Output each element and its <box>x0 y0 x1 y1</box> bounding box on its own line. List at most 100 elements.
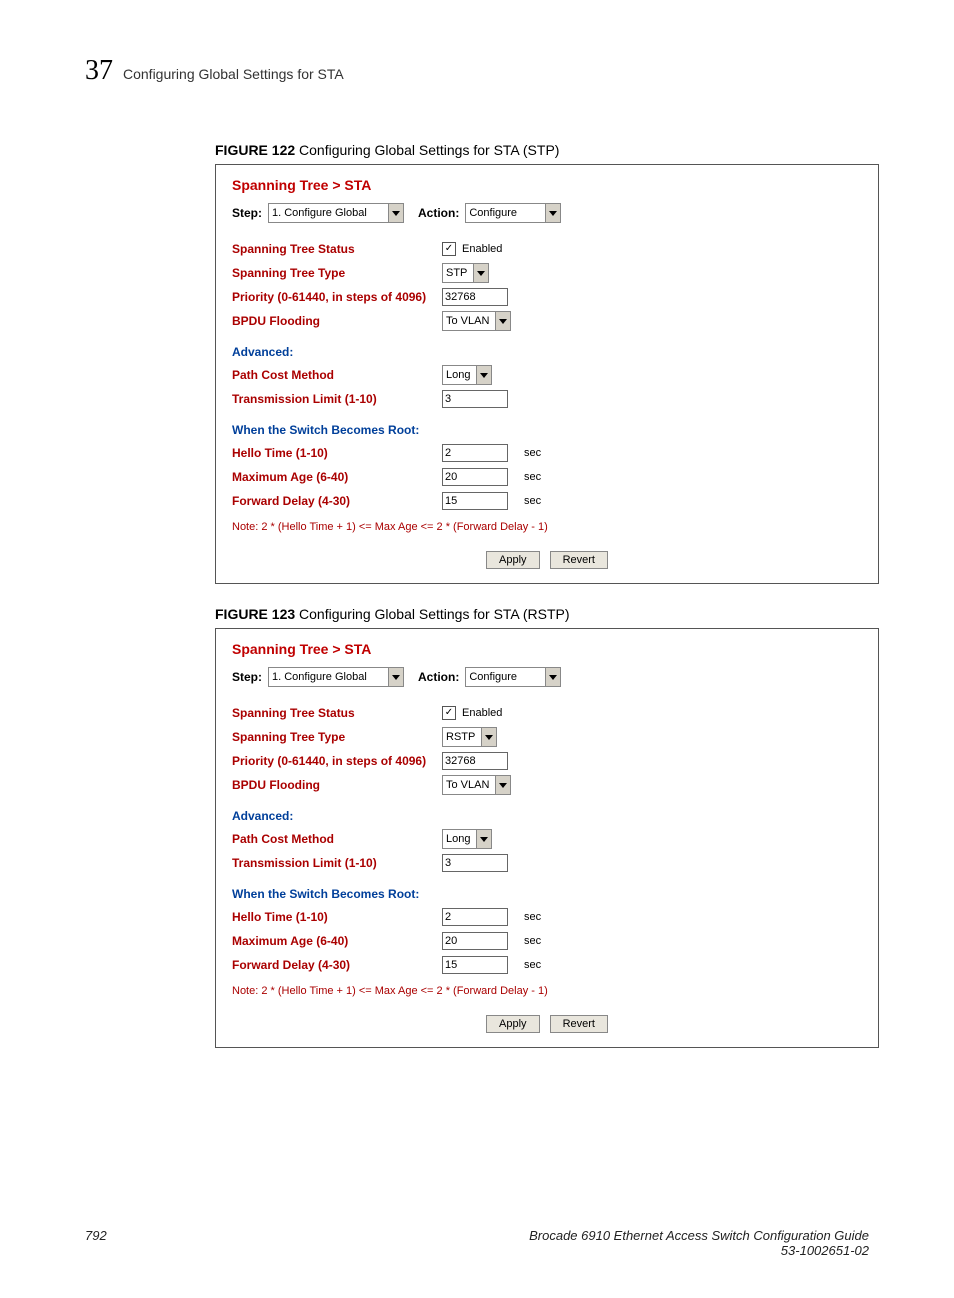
form-row: Transmission Limit (1-10)3 <box>232 851 862 875</box>
dropdown-value: Configure <box>469 207 545 219</box>
form-row: Forward Delay (4-30)15 sec <box>232 953 862 977</box>
form-row: Maximum Age (6-40)20sec <box>232 465 862 489</box>
dropdown[interactable]: Long <box>442 829 492 849</box>
text-input[interactable]: 2 <box>442 444 508 462</box>
dropdown-value: 1. Configure Global <box>272 671 388 683</box>
breadcrumb: Spanning Tree > STA <box>232 641 862 657</box>
field-label: Path Cost Method <box>232 832 442 846</box>
unit-label: sec <box>524 911 541 923</box>
revert-button[interactable]: Revert <box>550 1015 608 1033</box>
field-label: Transmission Limit (1-10) <box>232 392 442 406</box>
field-label: BPDU Flooding <box>232 778 442 792</box>
form-row: Forward Delay (4-30)15 sec <box>232 489 862 513</box>
form-row: Maximum Age (6-40)20sec <box>232 929 862 953</box>
step-row: Step: 1. Configure Global Action: Configure <box>232 667 862 687</box>
form-row: Priority (0-61440, in steps of 4096)3276… <box>232 749 862 773</box>
running-head: 37 Configuring Global Settings for STA <box>85 55 869 87</box>
dropdown-value: Configure <box>469 671 545 683</box>
breadcrumb: Spanning Tree > STA <box>232 177 862 193</box>
field-label: BPDU Flooding <box>232 314 442 328</box>
field-label: Priority (0-61440, in steps of 4096) <box>232 290 442 304</box>
config-panel: Spanning Tree > STA Step: 1. Configure Glo… <box>215 164 879 584</box>
text-input[interactable]: 32768 <box>442 288 508 306</box>
field-label: Spanning Tree Type <box>232 266 442 280</box>
field-label: Maximum Age (6-40) <box>232 470 442 484</box>
checkbox[interactable]: ✓ <box>442 706 456 720</box>
chevron-down-icon <box>476 830 491 848</box>
text-input[interactable]: 15 <box>442 492 508 510</box>
dropdown[interactable]: Long <box>442 365 492 385</box>
text-input[interactable]: 32768 <box>442 752 508 770</box>
text-input[interactable]: 3 <box>442 854 508 872</box>
figure-caption-text: Configuring Global Settings for STA (STP… <box>299 142 559 158</box>
field-label: Forward Delay (4-30) <box>232 494 442 508</box>
field-label: Transmission Limit (1-10) <box>232 856 442 870</box>
root-heading: When the Switch Becomes Root: <box>232 423 862 437</box>
chevron-down-icon <box>481 728 496 746</box>
apply-button[interactable]: Apply <box>486 1015 540 1033</box>
unit-label: sec <box>524 935 541 947</box>
root-heading: When the Switch Becomes Root: <box>232 887 862 901</box>
dropdown-value: STP <box>446 267 473 279</box>
chevron-down-icon <box>545 204 560 222</box>
checkbox-label: Enabled <box>462 243 502 255</box>
action-dropdown[interactable]: Configure <box>465 203 561 223</box>
dropdown[interactable]: To VLAN <box>442 775 511 795</box>
text-input[interactable]: 20 <box>442 468 508 486</box>
dropdown-value: Long <box>446 833 476 845</box>
constraint-note: Note: 2 * (Hello Time + 1) <= Max Age <=… <box>232 985 862 997</box>
field-label: Forward Delay (4-30) <box>232 958 442 972</box>
page-number: 792 <box>85 1228 107 1258</box>
form-row: Spanning Tree Status✓ Enabled <box>232 237 862 261</box>
revert-button[interactable]: Revert <box>550 551 608 569</box>
chevron-down-icon <box>495 312 510 330</box>
chapter-title: Configuring Global Settings for STA <box>123 66 344 82</box>
unit-label: sec <box>524 959 541 971</box>
apply-button[interactable]: Apply <box>486 551 540 569</box>
figure-caption: FIGURE 122 Configuring Global Settings f… <box>215 142 869 158</box>
doc-title: Brocade 6910 Ethernet Access Switch Conf… <box>529 1228 869 1243</box>
checkbox[interactable]: ✓ <box>442 242 456 256</box>
dropdown-value: To VLAN <box>446 779 495 791</box>
text-input[interactable]: 20 <box>442 932 508 950</box>
step-row: Step: 1. Configure Global Action: Configure <box>232 203 862 223</box>
advanced-heading: Advanced: <box>232 345 862 359</box>
field-label: Hello Time (1-10) <box>232 446 442 460</box>
dropdown[interactable]: STP <box>442 263 489 283</box>
field-label: Spanning Tree Status <box>232 242 442 256</box>
dropdown-value: To VLAN <box>446 315 495 327</box>
field-label: Spanning Tree Type <box>232 730 442 744</box>
step-label: Step: <box>232 670 262 684</box>
chapter-number: 37 <box>85 55 113 87</box>
chevron-down-icon <box>473 264 488 282</box>
chevron-down-icon <box>388 668 403 686</box>
step-label: Step: <box>232 206 262 220</box>
action-label: Action: <box>418 670 459 684</box>
form-row: Path Cost Method Long <box>232 827 862 851</box>
chevron-down-icon <box>388 204 403 222</box>
dropdown[interactable]: RSTP <box>442 727 497 747</box>
config-panel: Spanning Tree > STA Step: 1. Configure Glo… <box>215 628 879 1048</box>
unit-label: sec <box>524 447 541 459</box>
form-row: BPDU Flooding To VLAN <box>232 309 862 333</box>
text-input[interactable]: 3 <box>442 390 508 408</box>
step-dropdown[interactable]: 1. Configure Global <box>268 667 404 687</box>
step-dropdown[interactable]: 1. Configure Global <box>268 203 404 223</box>
button-row: Apply Revert <box>232 551 862 569</box>
form-row: Spanning Tree Type STP <box>232 261 862 285</box>
figure-caption-text: Configuring Global Settings for STA (RST… <box>299 606 570 622</box>
unit-label: sec <box>524 495 541 507</box>
action-dropdown[interactable]: Configure <box>465 667 561 687</box>
constraint-note: Note: 2 * (Hello Time + 1) <= Max Age <=… <box>232 521 862 533</box>
advanced-heading: Advanced: <box>232 809 862 823</box>
figure-label: FIGURE 123 <box>215 606 299 622</box>
page-footer: 792 Brocade 6910 Ethernet Access Switch … <box>85 1228 869 1258</box>
checkbox-label: Enabled <box>462 707 502 719</box>
dropdown[interactable]: To VLAN <box>442 311 511 331</box>
text-input[interactable]: 15 <box>442 956 508 974</box>
action-label: Action: <box>418 206 459 220</box>
chevron-down-icon <box>476 366 491 384</box>
chevron-down-icon <box>495 776 510 794</box>
text-input[interactable]: 2 <box>442 908 508 926</box>
figure-caption: FIGURE 123 Configuring Global Settings f… <box>215 606 869 622</box>
